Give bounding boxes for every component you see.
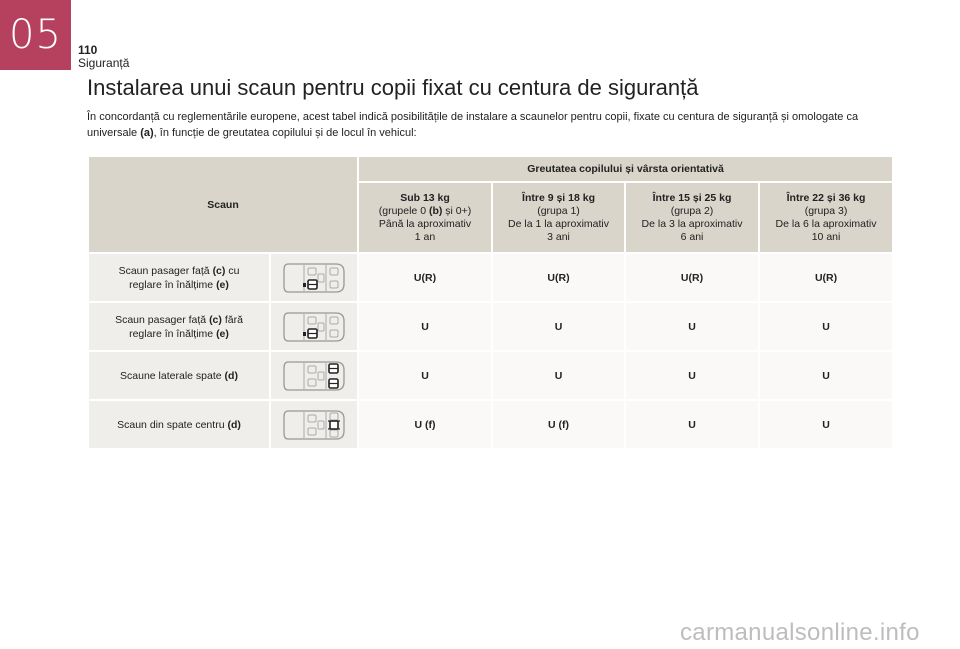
- page-number: 110: [78, 43, 98, 57]
- table-row: Scaun pasager față (c) fără reglare în în…: [87, 301, 895, 352]
- car-rear-side-seats-icon: [283, 360, 345, 391]
- car-front-passenger-seat-icon: [283, 311, 345, 342]
- column-header: Sub 13 kg (grupele 0 (b) și 0+) Până la …: [357, 181, 494, 254]
- column-age-line2: 3 ani: [547, 230, 570, 243]
- column-group: (grupa 3): [804, 204, 848, 217]
- seat-icon-cell: [268, 350, 360, 401]
- table-row: Scaun din spate centru (d) U (f) U (f) U…: [87, 399, 895, 450]
- seat-label: Scaun pasager față (c) cu reglare în înăl…: [87, 252, 271, 303]
- intro-note-a: (a): [140, 127, 154, 139]
- weight-header: Greutatea copilului și vârsta orientativ…: [357, 155, 895, 183]
- column-group: (grupa 2): [670, 204, 714, 217]
- compat-value: U: [758, 350, 895, 401]
- chapter-number: 05: [9, 12, 62, 58]
- compat-value: U: [624, 399, 761, 450]
- compat-value: U(R): [357, 252, 494, 303]
- column-age-line2: 10 ani: [811, 230, 841, 243]
- column-age-line1: De la 3 la aproximativ: [641, 217, 743, 230]
- compat-value: U(R): [491, 252, 627, 303]
- column-age-line1: Până la aproximativ: [378, 217, 472, 230]
- column-title: Între 15 și 25 kg: [652, 191, 732, 204]
- compat-value: U(R): [624, 252, 761, 303]
- compat-value: U(R): [758, 252, 895, 303]
- watermark: carmanualsonline.info: [680, 619, 920, 646]
- intro-paragraph: În concordanță cu reglementările europen…: [87, 109, 887, 141]
- chapter-tab: 05: [0, 0, 71, 70]
- car-rear-center-seat-icon: [283, 409, 345, 440]
- section-name: Siguranță: [78, 56, 130, 70]
- column-age-line1: De la 6 la aproximativ: [775, 217, 877, 230]
- compat-value: U: [491, 301, 627, 352]
- column-age-line1: De la 1 la aproximativ: [508, 217, 609, 230]
- column-group: (grupele 0 (b) și 0+): [378, 204, 472, 217]
- column-group: (grupa 1): [537, 204, 580, 217]
- column-header: Între 22 și 36 kg (grupa 3) De la 6 la a…: [758, 181, 895, 254]
- car-front-passenger-seat-icon: [283, 262, 345, 293]
- seat-icon-cell: [268, 301, 360, 352]
- seat-icon-cell: [268, 399, 360, 450]
- seat-label: Scaun pasager față (c) fără reglare în în…: [87, 301, 271, 352]
- seat-label: Scaun din spate centru (d): [87, 399, 271, 450]
- column-header: Între 15 și 25 kg (grupa 2) De la 3 la a…: [624, 181, 761, 254]
- child-seat-compatibility-table: Scaun Greutatea copilului și vârsta orie…: [86, 155, 895, 450]
- column-age-line2: 1 an: [414, 230, 436, 243]
- column-age-line2: 6 ani: [680, 230, 704, 243]
- intro-text-2: , în funcție de greutatea copilului și d…: [153, 127, 417, 139]
- intro-text-1: În concordanță cu reglementările europen…: [87, 111, 859, 139]
- compat-value: U: [758, 301, 895, 352]
- compat-value: U: [624, 350, 761, 401]
- seat-label: Scaune laterale spate (d): [87, 350, 271, 401]
- compat-value: U: [758, 399, 895, 450]
- column-title: Între 9 și 18 kg: [522, 191, 595, 204]
- compat-value: U: [624, 301, 761, 352]
- column-title: Între 22 și 36 kg: [786, 191, 866, 204]
- seat-header: Scaun: [86, 155, 360, 254]
- compat-value: U: [357, 350, 494, 401]
- compat-value: U (f): [357, 399, 494, 450]
- column-title: Sub 13 kg: [400, 191, 450, 204]
- compat-value: U: [357, 301, 494, 352]
- table-row: Scaun pasager față (c) cu reglare în înăl…: [87, 252, 895, 303]
- seat-icon-cell: [268, 252, 360, 303]
- column-header: Între 9 și 18 kg (grupa 1) De la 1 la ap…: [491, 181, 627, 254]
- page-title: Instalarea unui scaun pentru copii fixat…: [87, 75, 699, 100]
- compat-value: U: [491, 350, 627, 401]
- table-row: Scaune laterale spate (d) U U U U: [87, 350, 895, 401]
- compat-value: U (f): [491, 399, 627, 450]
